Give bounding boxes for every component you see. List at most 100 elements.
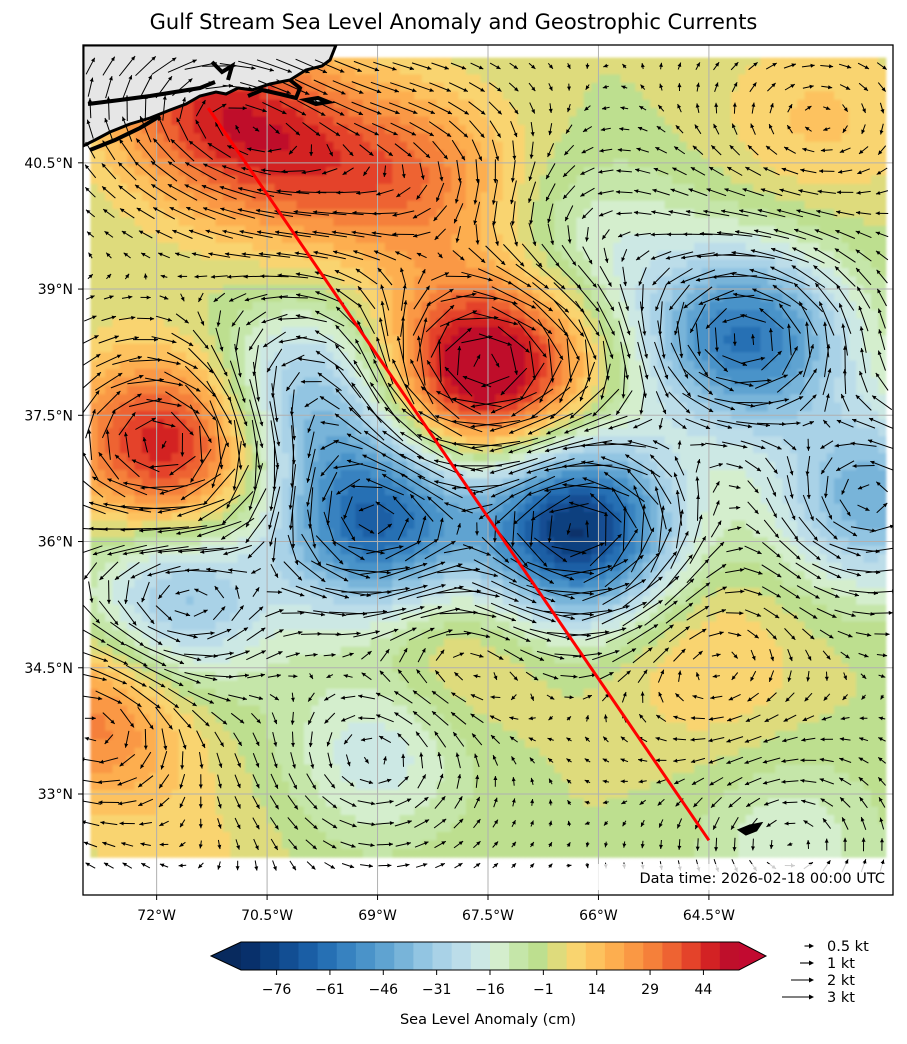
anomaly-cell (348, 369, 357, 378)
anomaly-cell (274, 419, 283, 429)
anomaly-cell (245, 192, 253, 202)
anomaly-cell (510, 99, 519, 109)
anomaly-cell (259, 369, 268, 378)
anomaly-cell (804, 217, 813, 227)
anomaly-cell (340, 377, 349, 387)
anomaly-cell (451, 335, 460, 345)
anomaly-cell (731, 57, 739, 67)
anomaly-cell (429, 66, 438, 75)
anomaly-cell (576, 74, 585, 84)
anomaly-cell (230, 352, 239, 362)
anomaly-cell (458, 293, 467, 303)
sea-level-anomaly-map: Data time: 2026-02-18 00:00 UTC (83, 45, 893, 895)
anomaly-cell (222, 167, 231, 176)
anomaly-cell (502, 369, 511, 378)
anomaly-cell (841, 225, 850, 235)
anomaly-cell (856, 108, 865, 118)
anomaly-cell (237, 385, 246, 395)
anomaly-cell (819, 402, 828, 412)
anomaly-cell (731, 385, 739, 395)
anomaly-cell (311, 225, 320, 235)
anomaly-cell (259, 310, 268, 320)
anomaly-cell (303, 99, 312, 109)
anomaly-cell (141, 427, 150, 437)
anomaly-cell (318, 175, 327, 185)
anomaly-cell (274, 192, 283, 202)
anomaly-cell (90, 183, 99, 193)
anomaly-cell (230, 133, 239, 143)
anomaly-cell (598, 436, 607, 446)
anomaly-cell (473, 360, 482, 370)
anomaly-cell (870, 192, 879, 202)
anomaly-cell (524, 352, 533, 362)
anomaly-cell (664, 82, 673, 92)
anomaly-cell (870, 217, 879, 227)
anomaly-cell (245, 251, 253, 261)
anomaly-cell (708, 133, 717, 143)
anomaly-cell (650, 242, 658, 252)
anomaly-cell (826, 183, 835, 193)
anomaly-cell (524, 335, 533, 345)
anomaly-cell (841, 217, 850, 227)
anomaly-cell (303, 343, 312, 353)
anomaly-cell (407, 133, 415, 143)
anomaly-cell (362, 200, 371, 210)
anomaly-cell (392, 293, 401, 303)
anomaly-cell (222, 419, 231, 429)
anomaly-cell (414, 419, 423, 429)
anomaly-cell (723, 99, 732, 109)
anomaly-cell (598, 175, 607, 185)
anomaly-cell (738, 427, 747, 437)
anomaly-cell (407, 310, 415, 320)
anomaly-cell (340, 175, 349, 185)
anomaly-cell (686, 360, 695, 370)
anomaly-cell (605, 99, 614, 109)
anomaly-cell (635, 402, 644, 412)
anomaly-cell (848, 419, 857, 429)
anomaly-cell (686, 385, 695, 395)
anomaly-cell (429, 352, 438, 362)
anomaly-cell (178, 141, 187, 151)
anomaly-cell (797, 377, 806, 387)
anomaly-cell (407, 57, 415, 67)
anomaly-cell (149, 217, 158, 227)
anomaly-cell (782, 99, 791, 109)
anomaly-cell (340, 326, 349, 336)
anomaly-cell (620, 259, 629, 269)
anomaly-cell (127, 234, 136, 244)
anomaly-cell (443, 360, 452, 370)
anomaly-cell (90, 427, 99, 437)
anomaly-cell (686, 234, 695, 244)
anomaly-cell (208, 116, 217, 126)
anomaly-cell (274, 385, 283, 395)
anomaly-cell (370, 293, 379, 303)
anomaly-cell (443, 352, 452, 362)
anomaly-cell (502, 352, 511, 362)
anomaly-cell (598, 369, 607, 378)
anomaly-cell (399, 436, 408, 446)
anomaly-cell (650, 183, 658, 193)
anomaly-cell (723, 360, 732, 370)
anomaly-cell (664, 293, 673, 303)
anomaly-cell (598, 57, 607, 67)
anomaly-cell (303, 276, 312, 286)
anomaly-cell (134, 444, 143, 454)
anomaly-cell (679, 360, 688, 370)
anomaly-cell (576, 436, 585, 446)
anomaly-cell (230, 427, 239, 437)
anomaly-cell (767, 310, 776, 320)
anomaly-cell (650, 268, 658, 277)
anomaly-cell (694, 402, 703, 412)
anomaly-cell (826, 74, 835, 84)
anomaly-cell (421, 200, 430, 210)
anomaly-cell (200, 419, 209, 429)
anomaly-cell (384, 377, 393, 387)
anomaly-cell (863, 217, 872, 227)
anomaly-cell (598, 108, 607, 118)
anomaly-cell (679, 192, 688, 202)
anomaly-cell (753, 385, 762, 395)
anomaly-cell (384, 251, 393, 261)
anomaly-cell (414, 57, 423, 67)
anomaly-cell (178, 427, 187, 437)
anomaly-cell (259, 377, 268, 387)
